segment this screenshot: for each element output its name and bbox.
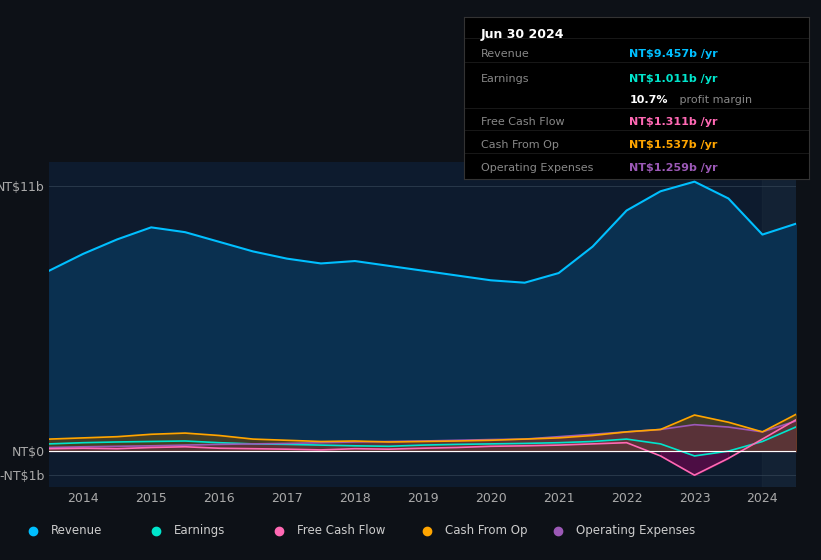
Text: Jun 30 2024: Jun 30 2024 [481,28,565,41]
Text: NT$1.311b /yr: NT$1.311b /yr [630,118,718,128]
Text: profit margin: profit margin [676,95,752,105]
Text: Earnings: Earnings [174,524,226,538]
Text: Operating Expenses: Operating Expenses [481,163,594,173]
Text: NT$1.259b /yr: NT$1.259b /yr [630,163,718,173]
Text: Operating Expenses: Operating Expenses [576,524,695,538]
Text: Revenue: Revenue [51,524,103,538]
Text: Free Cash Flow: Free Cash Flow [297,524,386,538]
Text: Cash From Op: Cash From Op [481,140,559,150]
Text: Cash From Op: Cash From Op [445,524,527,538]
Text: NT$1.537b /yr: NT$1.537b /yr [630,140,718,150]
Text: Revenue: Revenue [481,49,530,59]
Text: NT$9.457b /yr: NT$9.457b /yr [630,49,718,59]
Text: 10.7%: 10.7% [630,95,667,105]
Text: Earnings: Earnings [481,74,530,83]
Bar [763,162,796,487]
Text: Free Cash Flow: Free Cash Flow [481,118,565,128]
Text: NT$1.011b /yr: NT$1.011b /yr [630,74,718,83]
